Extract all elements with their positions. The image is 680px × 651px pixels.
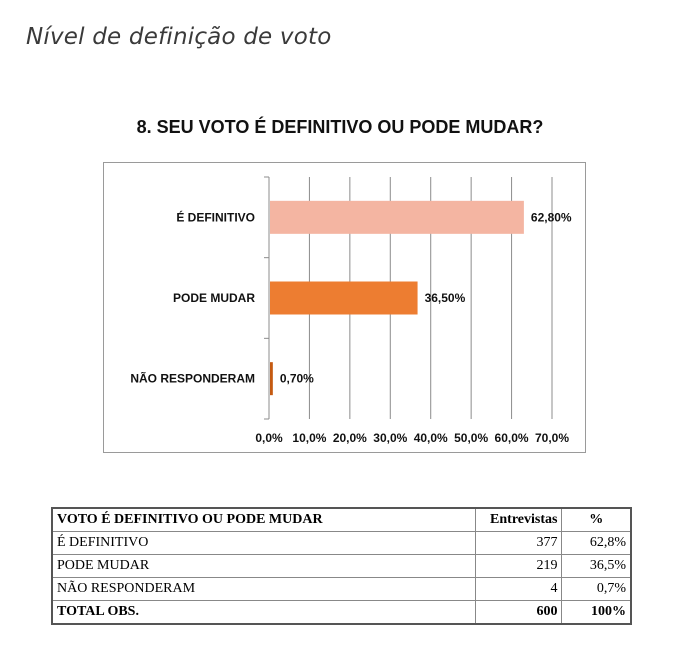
x-tick-label: 70,0%	[535, 431, 569, 445]
table-cell-label: É DEFINITIVO	[51, 531, 476, 555]
category-label: PODE MUDAR	[173, 291, 255, 305]
bar-chart: É DEFINITIVO 62,80% PODE MUDAR 36,50% NÃO RE…	[130, 176, 572, 445]
x-tick-label: 10,0%	[292, 431, 326, 445]
table-total-percent: 100%	[561, 600, 632, 625]
data-label: 62,80%	[531, 210, 572, 224]
table-cell-percent: 0,7%	[561, 577, 632, 601]
bar	[270, 281, 418, 315]
category-label: É DEFINITIVO	[176, 209, 255, 224]
bar	[270, 200, 524, 234]
table-cell-count: 377	[474, 531, 563, 555]
x-tick-label: 50,0%	[454, 431, 488, 445]
data-label: 36,50%	[425, 291, 466, 305]
table-cell-percent: 36,5%	[561, 554, 632, 578]
x-tick-label: 0,0%	[255, 431, 283, 445]
table-cell-label: PODE MUDAR	[51, 554, 476, 578]
bar	[270, 362, 273, 396]
table-cell-label: NÃO RESPONDERAM	[51, 577, 476, 601]
table-total-label: TOTAL OBS.	[51, 600, 476, 625]
x-tick-label: 30,0%	[373, 431, 407, 445]
table-row: É DEFINITIVO 377 62,8%	[51, 531, 632, 555]
table-total-row: TOTAL OBS. 600 100%	[51, 600, 632, 625]
chart-title: 8. SEU VOTO É DEFINITIVO OU PODE MUDAR?	[136, 117, 544, 137]
table-cell-count: 4	[474, 577, 563, 601]
category-label: NÃO RESPONDERAM	[130, 371, 255, 386]
table-header-row: VOTO É DEFINITIVO OU PODE MUDAR Entrevis…	[51, 507, 632, 532]
table-header-percent: %	[561, 507, 632, 532]
x-tick-label: 40,0%	[414, 431, 448, 445]
page-heading: Nível de definição de voto	[26, 24, 332, 50]
table-row: NÃO RESPONDERAM 4 0,7%	[51, 577, 632, 601]
table-header-question: VOTO É DEFINITIVO OU PODE MUDAR	[51, 507, 476, 532]
x-tick-label: 20,0%	[333, 431, 367, 445]
data-label: 0,70%	[280, 372, 314, 386]
results-table: VOTO É DEFINITIVO OU PODE MUDAR Entrevis…	[51, 507, 632, 625]
table-header-interviews: Entrevistas	[474, 507, 563, 532]
table-cell-count: 219	[474, 554, 563, 578]
table-cell-percent: 62,8%	[561, 531, 632, 555]
chart-frame: É DEFINITIVO 62,80% PODE MUDAR 36,50% NÃO RE…	[103, 162, 586, 453]
x-tick-label: 60,0%	[495, 431, 529, 445]
table-row: PODE MUDAR 219 36,5%	[51, 554, 632, 578]
table-total-count: 600	[474, 600, 563, 625]
